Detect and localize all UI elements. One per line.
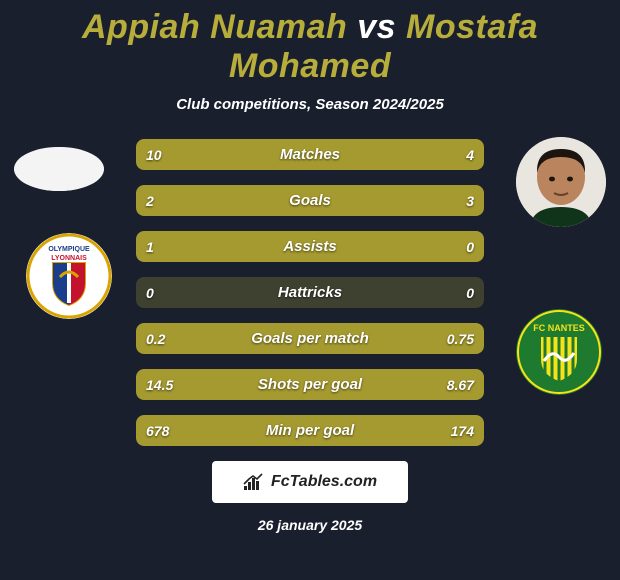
stat-row: 00Hattricks <box>136 277 484 308</box>
stat-row: 678174Min per goal <box>136 415 484 446</box>
comparison-title: Appiah Nuamah vs Mostafa Mohamed <box>0 0 620 86</box>
stat-label: Assists <box>136 238 484 255</box>
title-vs: vs <box>347 8 406 46</box>
title-player-left: Appiah Nuamah <box>82 8 347 46</box>
stat-row: 0.20.75Goals per match <box>136 323 484 354</box>
fc-nantes-logo-icon: FC NANTES <box>516 309 602 395</box>
stat-label: Shots per goal <box>136 376 484 393</box>
stat-label: Goals per match <box>136 330 484 347</box>
svg-text:FC NANTES: FC NANTES <box>533 323 585 333</box>
player-left-silhouette-icon <box>14 147 104 191</box>
brand-text: FcTables.com <box>271 473 377 491</box>
club-left-logo: OLYMPIQUE LYONNAIS <box>26 233 112 319</box>
stat-row: 104Matches <box>136 139 484 170</box>
stats-list: 104Matches 23Goals 10Assists 00Hattricks 0.2… <box>136 137 484 446</box>
brand-badge[interactable]: FcTables.com <box>212 461 408 503</box>
svg-text:LYONNAIS: LYONNAIS <box>51 255 87 262</box>
club-right-logo: FC NANTES <box>516 309 602 395</box>
player-left-avatar <box>14 147 104 191</box>
player-right-photo-icon <box>516 137 606 227</box>
stat-label: Goals <box>136 192 484 209</box>
comparison-body: OLYMPIQUE LYONNAIS FC NANTES 104Matche <box>0 137 620 446</box>
olympique-lyonnais-logo-icon: OLYMPIQUE LYONNAIS <box>26 233 112 319</box>
stat-row: 23Goals <box>136 185 484 216</box>
infographic-date: 26 january 2025 <box>0 517 620 533</box>
stat-label: Min per goal <box>136 422 484 439</box>
player-right-avatar <box>516 137 606 227</box>
fctables-logo-icon <box>243 473 265 491</box>
svg-text:OLYMPIQUE: OLYMPIQUE <box>48 246 90 253</box>
stat-label: Matches <box>136 146 484 163</box>
stat-row: 10Assists <box>136 231 484 262</box>
stat-row: 14.58.67Shots per goal <box>136 369 484 400</box>
comparison-subtitle: Club competitions, Season 2024/2025 <box>0 96 620 113</box>
stat-label: Hattricks <box>136 284 484 301</box>
